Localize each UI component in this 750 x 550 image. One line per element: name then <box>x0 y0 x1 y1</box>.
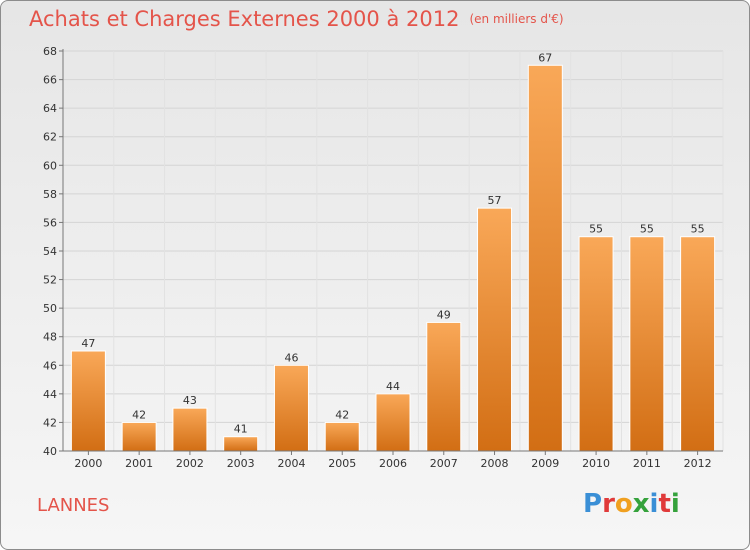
y-tick-label: 56 <box>43 216 57 229</box>
y-tick-label: 64 <box>43 102 57 115</box>
data-label-2003: 41 <box>234 423 248 436</box>
logo-letter: x <box>632 489 650 519</box>
commune-name: LANNES <box>37 495 110 516</box>
y-tick-label: 52 <box>43 274 57 287</box>
chart-title: Achats et Charges Externes 2000 à 2012 (e… <box>29 7 564 31</box>
bar-2011 <box>629 236 665 452</box>
y-tick-label: 40 <box>43 445 57 458</box>
y-tick-label: 50 <box>43 302 57 315</box>
bar-2009 <box>527 64 563 452</box>
x-tick-label-2000: 2000 <box>74 457 102 470</box>
x-tick-label-2005: 2005 <box>328 457 356 470</box>
logo-letter: P <box>583 489 603 519</box>
y-tick-label: 62 <box>43 131 57 144</box>
bar-2007 <box>426 321 462 452</box>
proxiti-logo[interactable]: Proxiti <box>583 489 680 519</box>
data-label-2004: 46 <box>284 351 298 364</box>
x-tick-label-2003: 2003 <box>227 457 255 470</box>
bar-2004 <box>273 364 309 452</box>
logo-letter: t <box>658 489 671 519</box>
y-tick-label: 46 <box>43 359 57 372</box>
bar-2002 <box>172 407 208 452</box>
bar-2006 <box>375 393 411 452</box>
bar-2003 <box>223 436 259 452</box>
x-tick-label-2002: 2002 <box>176 457 204 470</box>
data-label-2009: 67 <box>538 51 552 64</box>
logo-letter: r <box>602 489 615 519</box>
x-tick-label-2004: 2004 <box>277 457 305 470</box>
data-label-2008: 57 <box>488 194 502 207</box>
data-label-2000: 47 <box>81 337 95 350</box>
x-tick-label-2011: 2011 <box>633 457 661 470</box>
chart-title-text: Achats et Charges Externes 2000 à 2012 <box>29 7 460 31</box>
x-tick-label-2010: 2010 <box>582 457 610 470</box>
bar-2012 <box>680 236 716 452</box>
x-tick-label-2007: 2007 <box>430 457 458 470</box>
data-label-2005: 42 <box>335 408 349 421</box>
y-tick-label: 58 <box>43 188 57 201</box>
y-tick-label: 42 <box>43 416 57 429</box>
x-tick-label-2008: 2008 <box>481 457 509 470</box>
bar-2010 <box>578 236 614 452</box>
data-labels: 47 42 43 41 46 42 44 49 57 67 55 55 55 <box>81 51 704 435</box>
x-tick-label-2012: 2012 <box>684 457 712 470</box>
bars <box>70 64 716 452</box>
bar-2008 <box>477 207 513 452</box>
data-label-2011: 55 <box>640 223 654 236</box>
x-tick-label-2001: 2001 <box>125 457 153 470</box>
data-label-2001: 42 <box>132 408 146 421</box>
y-tick-label: 54 <box>43 245 57 258</box>
bar-2001 <box>121 421 157 452</box>
x-tick-label-2006: 2006 <box>379 457 407 470</box>
chart-unit-label: (en milliers d'€) <box>469 12 564 26</box>
y-tick-label: 48 <box>43 331 57 344</box>
y-tick-label: 60 <box>43 159 57 172</box>
y-tick-label: 44 <box>43 388 57 401</box>
y-tick-label: 68 <box>43 45 57 58</box>
data-label-2010: 55 <box>589 223 603 236</box>
y-tick-label: 66 <box>43 74 57 87</box>
data-label-2006: 44 <box>386 380 400 393</box>
logo-letter: i <box>670 489 680 519</box>
x-tick-label-2009: 2009 <box>531 457 559 470</box>
bar-2005 <box>324 421 360 452</box>
data-label-2007: 49 <box>437 308 451 321</box>
logo-letter: o <box>614 489 633 519</box>
data-label-2012: 55 <box>691 223 705 236</box>
data-label-2002: 43 <box>183 394 197 407</box>
bar-2000 <box>70 350 106 452</box>
logo-letter: i <box>649 489 659 519</box>
axes: 40 42 44 46 48 50 52 54 56 58 60 62 64 66 68 2000 2001 20… <box>43 45 723 470</box>
